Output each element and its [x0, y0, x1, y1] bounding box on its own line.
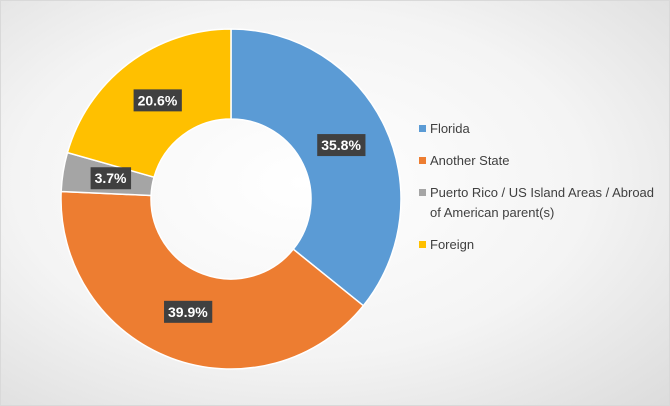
data-label-text: 3.7% — [95, 170, 127, 186]
data-label: 20.6% — [133, 89, 182, 112]
legend-item: Foreign — [419, 235, 659, 255]
data-label-text: 20.6% — [138, 92, 178, 108]
legend-label: Puerto Rico / US Island Areas / Abroad o… — [430, 185, 655, 220]
legend-label: Florida — [430, 121, 470, 136]
legend-swatch — [419, 125, 426, 132]
legend-item: Puerto Rico / US Island Areas / Abroad o… — [419, 183, 659, 223]
data-label: 35.8% — [317, 134, 366, 157]
data-label-bg — [164, 300, 213, 323]
data-label: 3.7% — [90, 167, 132, 190]
data-label: 39.9% — [164, 300, 213, 323]
legend-item: Another State — [419, 151, 659, 171]
data-label-bg — [133, 89, 182, 112]
data-label-bg — [90, 167, 132, 190]
data-label-text: 35.8% — [321, 137, 361, 153]
legend: Florida Another State Puerto Rico / US Isl… — [419, 119, 659, 267]
donut-slice — [230, 28, 402, 307]
legend-item: Florida — [419, 119, 659, 139]
legend-label: Another State — [430, 153, 510, 168]
data-label-text: 39.9% — [168, 304, 208, 320]
data-label-bg — [317, 134, 366, 157]
legend-swatch — [419, 241, 426, 248]
legend-label: Foreign — [430, 237, 475, 252]
legend-swatch — [419, 189, 426, 196]
legend-swatch — [419, 157, 426, 164]
donut-slice — [60, 190, 365, 370]
